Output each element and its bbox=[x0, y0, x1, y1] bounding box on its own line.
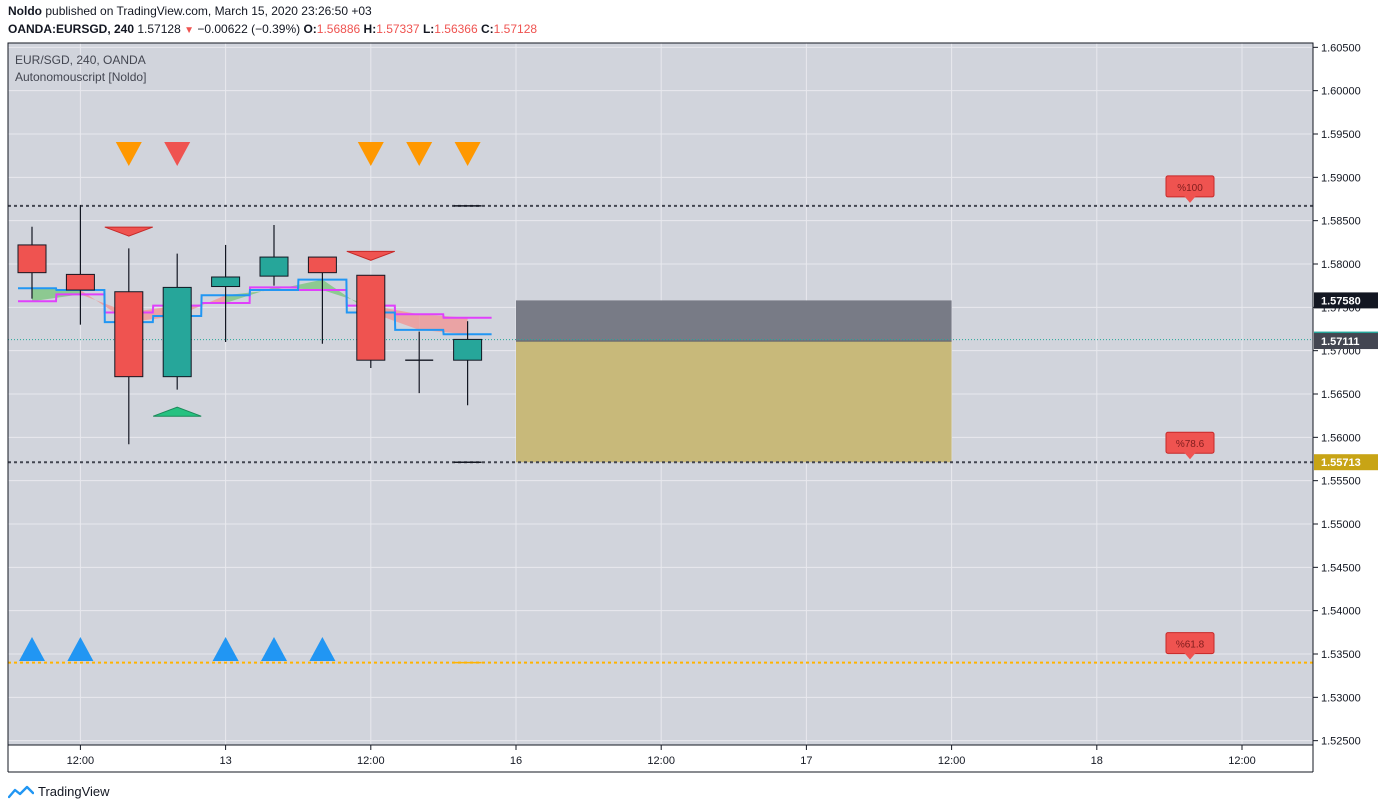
time-tick-label: 13 bbox=[219, 755, 231, 767]
buy-signal-marker bbox=[19, 637, 45, 661]
ohlc-bar: OANDA:EURSGD, 240 1.57128 ▼ −0.00622 (−0… bbox=[8, 22, 537, 36]
buy-signal-marker bbox=[67, 637, 94, 661]
time-tick-label: 12:00 bbox=[938, 755, 966, 767]
tradingview-logo-icon bbox=[8, 785, 34, 798]
buy-wedge-marker bbox=[153, 406, 202, 417]
price-tick-label: 1.59000 bbox=[1321, 172, 1361, 184]
candle-body bbox=[307, 256, 337, 274]
high-value: 1.57337 bbox=[376, 22, 420, 36]
high-label: H: bbox=[363, 22, 377, 36]
brand-label: TradingView bbox=[38, 784, 110, 799]
time-tick-label: 17 bbox=[800, 755, 812, 767]
level-tag-label: %100 bbox=[1177, 183, 1203, 194]
price-label-badge bbox=[1314, 333, 1378, 350]
time-tick-label: 12:00 bbox=[67, 755, 95, 767]
open-label: O: bbox=[303, 22, 317, 36]
price-tick-label: 1.60000 bbox=[1321, 86, 1361, 98]
time-tick-label: 16 bbox=[510, 755, 522, 767]
low-label: L: bbox=[422, 22, 435, 36]
symbol-line: OANDA:EURSGD, 240 bbox=[8, 22, 135, 36]
sell-signal-marker bbox=[164, 142, 191, 166]
sell-wedge-marker bbox=[104, 226, 153, 237]
price-tick-label: 1.53000 bbox=[1321, 692, 1361, 704]
price-tick-label: 1.53500 bbox=[1321, 649, 1361, 661]
sell-signal-marker bbox=[454, 142, 481, 166]
level-tag-pointer bbox=[1184, 452, 1196, 460]
candle-body bbox=[259, 256, 289, 277]
price-tick-label: 1.55500 bbox=[1321, 476, 1361, 488]
candle-body bbox=[65, 273, 95, 291]
low-value: 1.56366 bbox=[434, 22, 478, 36]
time-tick-label: 12:00 bbox=[357, 755, 385, 767]
tradingview-brand[interactable]: TradingView bbox=[8, 784, 110, 799]
buy-signal-marker bbox=[261, 637, 287, 661]
price-label-badge bbox=[1314, 454, 1378, 471]
price-tick-label: 1.56000 bbox=[1321, 432, 1361, 444]
series-line-blue bbox=[18, 278, 492, 336]
candle-body bbox=[356, 274, 386, 361]
price-tick-label: 1.56500 bbox=[1321, 389, 1361, 401]
time-tick-label: 12:00 bbox=[1228, 755, 1256, 767]
last-price: 1.57128 bbox=[137, 22, 181, 36]
level-tag-label: %78.6 bbox=[1176, 439, 1205, 450]
candle-body bbox=[453, 338, 483, 361]
sell-wedge-marker bbox=[346, 250, 395, 261]
price-label-badge bbox=[1314, 292, 1378, 309]
price-label-text: 1.57580 bbox=[1321, 295, 1361, 307]
price-tick-label: 1.55000 bbox=[1321, 519, 1361, 531]
level-tag-pointer bbox=[1184, 652, 1196, 660]
candle-body bbox=[162, 286, 192, 378]
level-tag-pointer bbox=[1184, 195, 1196, 203]
candle-body bbox=[114, 291, 144, 378]
sell-signal-marker bbox=[115, 142, 142, 166]
price-tick-label: 1.58500 bbox=[1321, 216, 1361, 228]
close-label: C: bbox=[481, 22, 494, 36]
candle-body bbox=[211, 276, 241, 288]
chart-legend-title: EUR/SGD, 240, OANDA bbox=[15, 53, 146, 67]
buy-signal-marker bbox=[212, 637, 239, 661]
time-tick-label: 18 bbox=[1091, 755, 1103, 767]
price-label-text: 1.57111 bbox=[1321, 336, 1360, 348]
position-profit-zone bbox=[516, 300, 952, 342]
candle-body bbox=[17, 244, 47, 274]
published-text: published on TradingView.com, March 15, … bbox=[45, 4, 372, 18]
chart-legend-indicator: Autonomouscript [Noldo] bbox=[15, 70, 146, 84]
cloud-fill bbox=[274, 279, 323, 290]
price-change: −0.00622 (−0.39%) bbox=[197, 22, 301, 36]
sell-signal-marker bbox=[406, 142, 433, 166]
price-chart[interactable]: %100 %78.6 %61.8 1.60500 1.60000 1.59500 1.590… bbox=[0, 0, 1380, 780]
down-arrow-icon: ▼ bbox=[184, 25, 195, 36]
price-label-text: 1.55713 bbox=[1321, 457, 1361, 469]
buy-signal-marker bbox=[309, 637, 336, 661]
position-loss-zone bbox=[516, 341, 952, 463]
level-tag-label: %61.8 bbox=[1176, 640, 1205, 651]
publish-info: Noldo published on TradingView.com, Marc… bbox=[8, 4, 372, 18]
time-tick-label: 12:00 bbox=[647, 755, 675, 767]
open-value: 1.56886 bbox=[316, 22, 361, 36]
price-tick-label: 1.59500 bbox=[1321, 129, 1361, 141]
author-name: Noldo bbox=[8, 4, 42, 18]
price-tick-label: 1.52500 bbox=[1321, 736, 1361, 748]
price-tick-label: 1.54500 bbox=[1321, 562, 1361, 574]
close-value: 1.57128 bbox=[493, 22, 538, 36]
sell-signal-marker bbox=[357, 142, 384, 166]
price-tick-label: 1.54000 bbox=[1321, 606, 1361, 618]
price-tick-label: 1.60500 bbox=[1321, 42, 1361, 54]
price-tick-label: 1.58000 bbox=[1321, 259, 1361, 271]
